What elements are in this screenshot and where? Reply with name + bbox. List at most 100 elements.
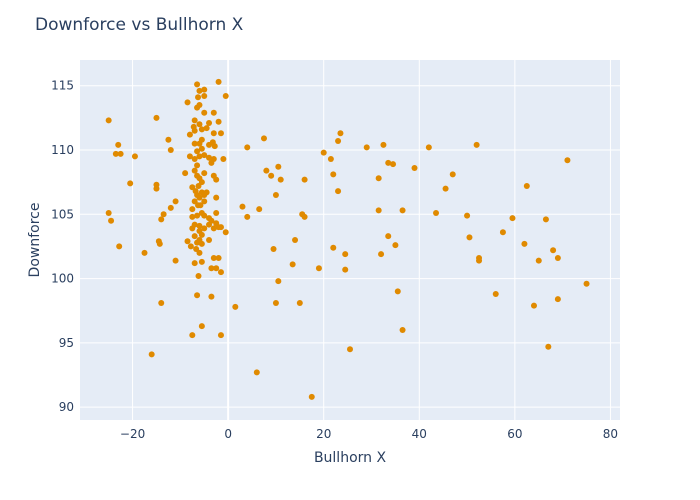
x-tick-label: 0 xyxy=(224,427,232,441)
data-point xyxy=(272,192,279,198)
data-point xyxy=(375,175,382,182)
data-point xyxy=(201,212,208,219)
data-point xyxy=(141,249,148,256)
data-point xyxy=(277,176,284,183)
y-tick-label: 95 xyxy=(59,336,74,350)
data-point xyxy=(186,131,193,138)
plot-area xyxy=(80,60,620,420)
data-point xyxy=(335,188,342,195)
data-point xyxy=(213,194,220,201)
y-tick-label: 100 xyxy=(51,272,74,286)
data-point xyxy=(194,148,201,155)
data-point xyxy=(239,203,246,210)
data-point xyxy=(392,242,399,249)
data-point xyxy=(335,138,342,144)
data-point xyxy=(210,109,217,116)
data-point xyxy=(198,126,205,133)
data-point xyxy=(292,237,299,243)
data-point xyxy=(275,163,282,170)
data-point xyxy=(337,130,344,137)
data-point xyxy=(394,288,401,295)
data-point xyxy=(530,302,537,309)
data-point xyxy=(115,141,122,148)
data-point xyxy=(194,212,201,219)
data-point xyxy=(165,136,172,143)
data-point xyxy=(550,247,557,254)
data-point xyxy=(213,265,220,272)
data-point xyxy=(191,260,198,267)
data-point xyxy=(198,323,205,330)
data-point xyxy=(232,303,239,310)
data-point xyxy=(198,258,205,265)
data-point xyxy=(196,121,203,128)
data-point xyxy=(399,207,406,214)
data-point xyxy=(464,212,471,219)
data-point xyxy=(476,257,483,264)
data-point xyxy=(499,229,506,236)
data-point xyxy=(196,140,203,147)
data-point xyxy=(198,145,205,152)
data-point xyxy=(213,176,220,183)
data-point xyxy=(194,162,201,169)
data-point xyxy=(217,130,224,137)
data-point xyxy=(201,86,208,93)
data-point xyxy=(390,161,397,168)
data-point xyxy=(153,114,160,121)
data-point xyxy=(208,293,215,300)
data-point xyxy=(523,183,530,189)
data-point xyxy=(201,109,208,116)
data-point xyxy=(153,185,160,192)
data-point xyxy=(442,185,449,192)
data-point xyxy=(411,165,418,171)
data-point xyxy=(583,280,590,287)
y-tick-label: 90 xyxy=(59,400,74,414)
data-point xyxy=(116,243,123,250)
data-point xyxy=(425,144,432,151)
data-point xyxy=(244,213,251,220)
data-point xyxy=(191,117,198,124)
data-point xyxy=(172,198,179,205)
data-point xyxy=(198,231,205,238)
data-point xyxy=(554,255,561,261)
x-tick-label: 60 xyxy=(507,427,522,441)
data-point xyxy=(275,278,282,285)
data-point xyxy=(191,167,198,174)
data-point xyxy=(201,192,208,198)
data-point xyxy=(213,220,220,227)
data-point xyxy=(206,120,213,126)
data-point xyxy=(196,153,203,160)
data-point xyxy=(184,238,191,245)
x-tick-label: −20 xyxy=(120,427,145,441)
data-point xyxy=(148,351,155,358)
data-point xyxy=(201,170,208,177)
data-point xyxy=(215,118,222,125)
data-point xyxy=(208,265,215,272)
data-point xyxy=(260,135,267,142)
data-point xyxy=(215,78,222,85)
data-point xyxy=(217,269,224,276)
data-point xyxy=(189,213,196,220)
data-point xyxy=(301,213,308,220)
data-point xyxy=(466,234,473,241)
data-point xyxy=(112,150,119,157)
data-point xyxy=(201,93,208,99)
data-point xyxy=(172,257,179,264)
x-tick-label: 40 xyxy=(412,427,427,441)
data-point xyxy=(554,296,561,303)
data-point xyxy=(542,216,549,223)
data-point xyxy=(564,157,571,164)
data-point xyxy=(186,153,193,160)
grid-lines xyxy=(80,60,620,420)
data-point xyxy=(222,229,229,236)
data-point xyxy=(127,180,134,187)
data-point xyxy=(342,266,349,273)
data-point xyxy=(222,93,229,99)
data-point xyxy=(158,300,165,306)
data-point xyxy=(210,225,217,232)
y-tick-labels: 90 95 100 105 110 115 xyxy=(51,79,74,414)
data-point xyxy=(289,261,296,268)
data-point xyxy=(296,300,303,306)
data-point xyxy=(301,176,308,183)
x-axis-label: Bullhorn X xyxy=(314,450,387,466)
data-point xyxy=(449,171,456,178)
